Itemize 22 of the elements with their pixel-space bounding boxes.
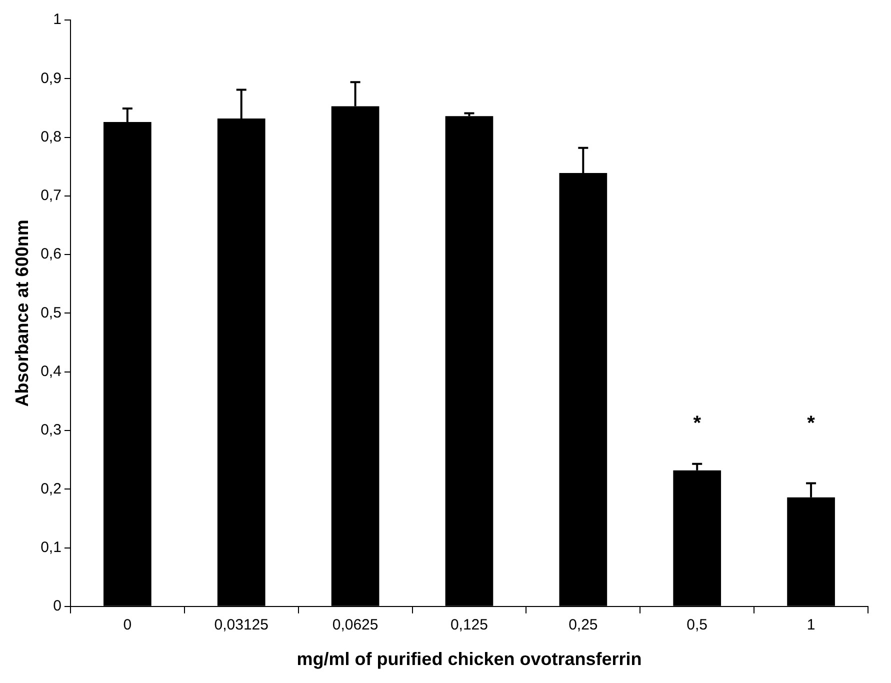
y-tick-label: 0,3 [40,422,62,439]
annotation: * [807,412,816,434]
x-axis-title: mg/ml of purified chicken ovotransferrin [296,649,642,670]
y-tick-label: 0,4 [40,362,62,380]
y-tick-label: 1 [53,11,62,28]
annotation: * [693,412,702,434]
x-tick-label: 0 [123,616,132,634]
x-tick-label: 1 [806,616,816,634]
y-tick-label: 0,2 [40,480,62,498]
x-tick-label: 0,25 [568,616,598,634]
x-tick-label: 0,0625 [332,616,378,634]
y-axis-title: Absorbance at 600nm [12,220,32,407]
y-tick-label: 0,9 [40,70,62,87]
y-tick-label: 0,7 [40,187,62,204]
y-tick-label: 0 [53,598,62,615]
x-tick-label: 0,125 [450,616,488,634]
y-tick-label: 0,5 [40,304,62,322]
y-tick-label: 0,6 [40,246,62,263]
x-tick-label: 0,03125 [214,616,268,634]
y-tick-label: 0,1 [40,538,62,556]
y-tick-label: 0,8 [40,128,62,146]
x-tick-label: 0,5 [686,616,708,634]
